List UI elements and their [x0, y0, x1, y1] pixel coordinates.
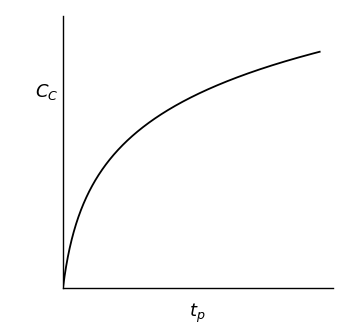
Y-axis label: C$_C$: C$_C$	[35, 82, 58, 102]
X-axis label: t$_p$: t$_p$	[189, 301, 206, 324]
